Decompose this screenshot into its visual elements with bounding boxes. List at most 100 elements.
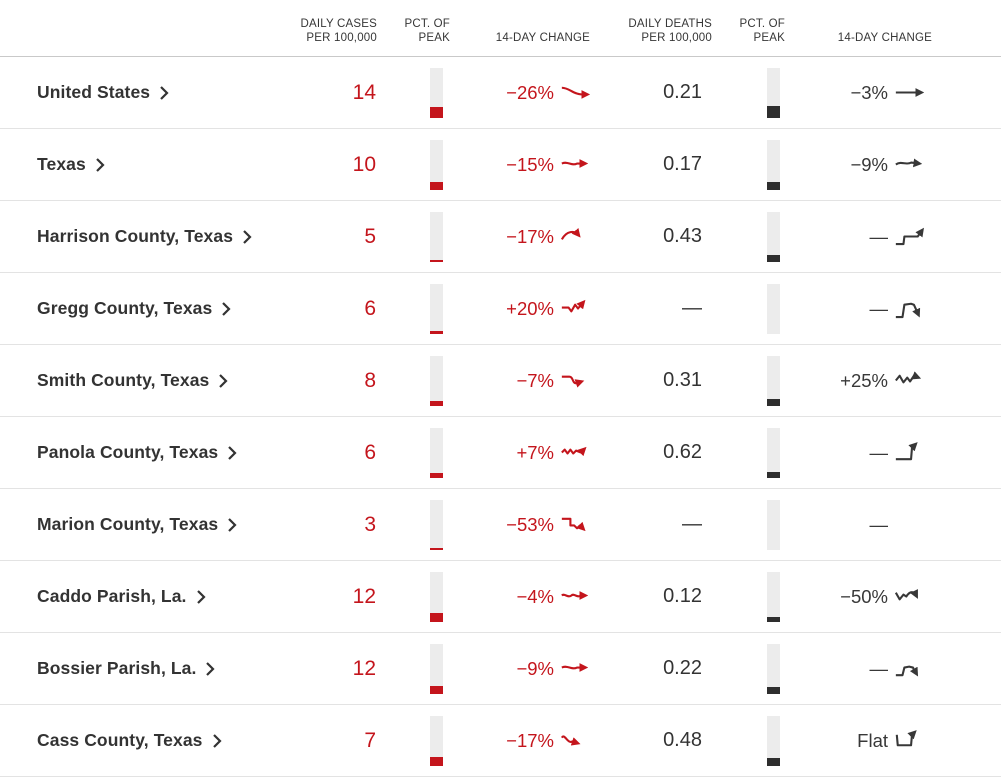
daily-cases-value: 7 [364, 728, 376, 752]
cases-peak-fill [430, 685, 443, 694]
column-header-pct-of-peak-deaths: PCT. OF PEAK [740, 18, 786, 45]
table-row[interactable]: Harrison County, Texas 5 −17% 0.43 — [0, 201, 1001, 273]
deaths-change-value: −9% [850, 153, 888, 175]
cases-peak-fill [430, 756, 443, 766]
chevron-right-icon [196, 589, 206, 605]
region-name-cell[interactable]: Caddo Parish, La. [12, 586, 280, 607]
daily-deaths-value: 0.31 [663, 369, 702, 391]
chevron-right-icon [227, 445, 237, 461]
deaths-peak-bar [767, 139, 780, 190]
region-name[interactable]: Caddo Parish, La. [37, 586, 187, 606]
cases-trend-sparkline-icon [559, 296, 597, 321]
daily-cases-value: 8 [364, 368, 376, 392]
cases-change-value: −4% [516, 585, 554, 607]
deaths-peak-fill [767, 105, 780, 118]
cases-peak-bar [430, 355, 443, 406]
cases-peak-fill [430, 547, 443, 550]
chevron-right-icon [205, 661, 216, 677]
cases-change-value: +20% [506, 297, 554, 319]
daily-cases-value: 12 [352, 656, 376, 680]
cases-14day-change-cell: −26% [493, 80, 612, 105]
region-name[interactable]: Gregg County, Texas [37, 298, 213, 318]
cases-trend-sparkline-icon [559, 512, 597, 537]
cases-change-value: −17% [506, 225, 554, 247]
region-name[interactable]: Texas [37, 154, 86, 174]
deaths-peak-bar [767, 355, 780, 406]
header-daily-deaths-line1: DAILY DEATHS [628, 18, 712, 30]
table-row[interactable]: Gregg County, Texas 6 +20% — — [0, 273, 1001, 345]
deaths-trend-sparkline-icon [893, 296, 931, 321]
region-name-cell[interactable]: United States [12, 82, 280, 103]
table-row[interactable]: United States 14 −26% 0.21 −3% [0, 57, 1001, 129]
deaths-peak-bar [767, 67, 780, 118]
deaths-change-value: — [869, 513, 889, 535]
cases-14day-change-cell: +7% [493, 440, 612, 465]
deaths-change-value: −3% [850, 81, 888, 103]
table-row[interactable]: Marion County, Texas 3 −53% — — [0, 489, 1001, 561]
table-row[interactable]: Bossier Parish, La. 12 −9% 0.22 — [0, 633, 1001, 705]
deaths-change-value: — [869, 657, 889, 679]
table-row[interactable]: Caddo Parish, La. 12 −4% 0.12 −50% [0, 561, 1001, 633]
cases-14day-change-cell: −53% [493, 512, 612, 537]
region-name[interactable]: Smith County, Texas [37, 370, 210, 390]
cases-peak-bar [430, 715, 443, 766]
cases-change-value: −7% [516, 369, 554, 391]
cases-peak-bar-cell [380, 283, 493, 334]
region-name[interactable]: United States [37, 82, 151, 102]
deaths-trend-sparkline-icon [893, 512, 931, 537]
daily-cases-value: 12 [352, 584, 376, 608]
header-pct-peak-line1: PCT. OF [404, 18, 450, 30]
region-name[interactable]: Cass County, Texas [37, 730, 203, 750]
table-row[interactable]: Smith County, Texas 8 −7% 0.31 +25% [0, 345, 1001, 417]
table-row[interactable]: Panola County, Texas 6 +7% 0.62 — [0, 417, 1001, 489]
deaths-14day-change-cell: +25% [840, 368, 989, 393]
deaths-peak-fill [767, 398, 780, 406]
table-body: United States 14 −26% 0.21 −3% Tex [0, 57, 1001, 777]
daily-deaths-value: — [682, 297, 702, 319]
cases-peak-fill [430, 472, 443, 478]
deaths-change-value: — [869, 297, 889, 319]
region-name-cell[interactable]: Texas [12, 154, 280, 175]
column-header-14-day-change-cases: 14-DAY CHANGE [496, 32, 590, 46]
deaths-peak-bar [767, 715, 780, 766]
region-name-cell[interactable]: Gregg County, Texas [12, 298, 280, 319]
deaths-peak-bar-cell [702, 211, 845, 262]
deaths-14day-change-cell: −9% [845, 152, 989, 177]
daily-deaths-value: 0.43 [663, 225, 702, 247]
region-name-cell[interactable]: Smith County, Texas [12, 370, 280, 391]
region-name[interactable]: Harrison County, Texas [37, 226, 234, 246]
cases-trend-sparkline-icon [559, 368, 597, 393]
region-name-cell[interactable]: Bossier Parish, La. [12, 658, 280, 679]
cases-14day-change-cell: −9% [493, 656, 612, 681]
cases-trend-sparkline-icon [559, 224, 597, 249]
deaths-peak-bar-cell [702, 643, 845, 694]
region-name-cell[interactable]: Cass County, Texas [12, 730, 280, 751]
cases-trend-sparkline-icon [559, 656, 597, 681]
cases-peak-bar [430, 571, 443, 622]
header-pct-peak2-line2: PEAK [753, 31, 785, 44]
daily-deaths-value: 0.62 [663, 441, 702, 463]
deaths-trend-sparkline-icon [893, 80, 931, 105]
header-daily-cases-line2: PER 100,000 [306, 31, 377, 44]
region-name[interactable]: Bossier Parish, La. [37, 658, 197, 678]
cases-peak-fill [430, 106, 443, 118]
deaths-14day-change-cell: — [845, 656, 989, 681]
deaths-14day-change-cell: −50% [840, 584, 989, 609]
column-header-pct-of-peak-cases: PCT. OF PEAK [405, 18, 451, 45]
deaths-peak-bar-cell [702, 67, 845, 118]
deaths-peak-bar-cell [702, 139, 845, 190]
region-name-cell[interactable]: Panola County, Texas [12, 442, 280, 463]
table-row[interactable]: Cass County, Texas 7 −17% 0.48 Flat [0, 705, 1001, 777]
cases-peak-fill [430, 400, 443, 406]
region-name[interactable]: Panola County, Texas [37, 442, 219, 462]
region-name-cell[interactable]: Harrison County, Texas [12, 226, 280, 247]
deaths-14day-change-cell: — [845, 440, 989, 465]
region-name[interactable]: Marion County, Texas [37, 514, 219, 534]
table-row[interactable]: Texas 10 −15% 0.17 −9% [0, 129, 1001, 201]
deaths-peak-fill [767, 254, 780, 262]
deaths-peak-bar [767, 643, 780, 694]
cases-peak-bar-cell [380, 499, 493, 550]
deaths-peak-bar-cell [702, 355, 845, 406]
region-name-cell[interactable]: Marion County, Texas [12, 514, 280, 535]
